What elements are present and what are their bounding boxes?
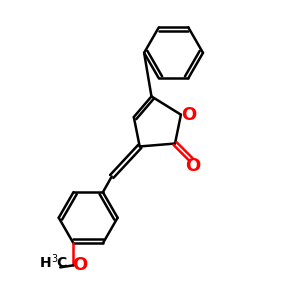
Text: O: O: [72, 256, 88, 274]
Text: H: H: [40, 256, 51, 270]
Text: O: O: [185, 157, 200, 175]
Text: C: C: [56, 256, 67, 270]
Text: 3: 3: [52, 254, 58, 264]
Text: O: O: [181, 106, 196, 124]
